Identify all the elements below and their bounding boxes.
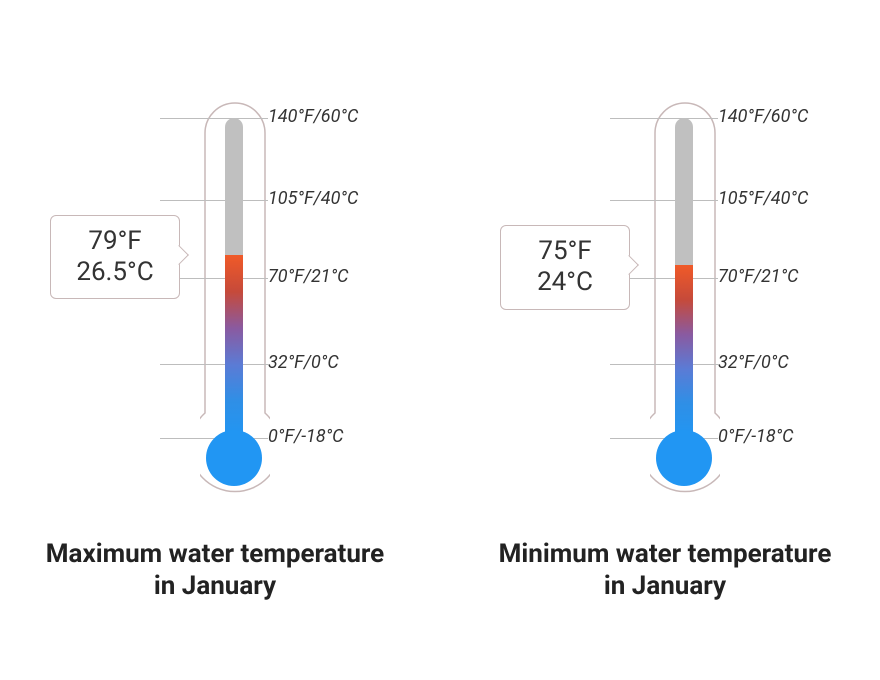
temperature-callout: 79°F26.5°C bbox=[50, 215, 180, 299]
scale-label: 70°F/21°C bbox=[718, 266, 799, 287]
scale-label: 105°F/40°C bbox=[718, 188, 808, 209]
caption-max: Maximum water temperature in January bbox=[40, 538, 390, 603]
thermometer-tube bbox=[675, 118, 693, 438]
thermometer-graphic: 140°F/60°C 105°F/40°C 70°F/21°C 32°F/0°C 0°F… bbox=[40, 78, 390, 518]
scale-label: 105°F/40°C bbox=[268, 188, 358, 209]
callout-celsius: 24°C bbox=[517, 267, 613, 298]
scale-label: 0°F/-18°C bbox=[718, 426, 794, 447]
callout-fahrenheit: 79°F bbox=[67, 226, 163, 257]
thermometer-graphic: 140°F/60°C 105°F/40°C 70°F/21°C 32°F/0°C 0°F… bbox=[490, 78, 840, 518]
scale-tick bbox=[160, 118, 268, 119]
scale-label: 32°F/0°C bbox=[718, 352, 789, 373]
scale-tick bbox=[610, 200, 718, 201]
thermometer-tube bbox=[225, 118, 243, 438]
thermometer-min: 140°F/60°C 105°F/40°C 70°F/21°C 32°F/0°C 0°F… bbox=[490, 78, 840, 603]
callout-fahrenheit: 75°F bbox=[517, 236, 613, 267]
scale-tick bbox=[610, 118, 718, 119]
scale-label: 32°F/0°C bbox=[268, 352, 339, 373]
thermometer-max: 140°F/60°C 105°F/40°C 70°F/21°C 32°F/0°C 0°F… bbox=[40, 78, 390, 603]
callout-celsius: 26.5°C bbox=[67, 257, 163, 288]
scale-label: 140°F/60°C bbox=[718, 106, 808, 127]
scale-tick bbox=[160, 200, 268, 201]
scale-label: 70°F/21°C bbox=[268, 266, 349, 287]
scale-label: 0°F/-18°C bbox=[268, 426, 344, 447]
thermometer-bulb bbox=[656, 430, 712, 486]
scale-tick bbox=[160, 364, 268, 365]
scale-tick bbox=[610, 364, 718, 365]
scale-label: 140°F/60°C bbox=[268, 106, 358, 127]
temperature-callout: 75°F24°C bbox=[500, 225, 630, 309]
caption-min: Minimum water temperature in January bbox=[490, 538, 840, 603]
thermometer-bulb bbox=[206, 430, 262, 486]
